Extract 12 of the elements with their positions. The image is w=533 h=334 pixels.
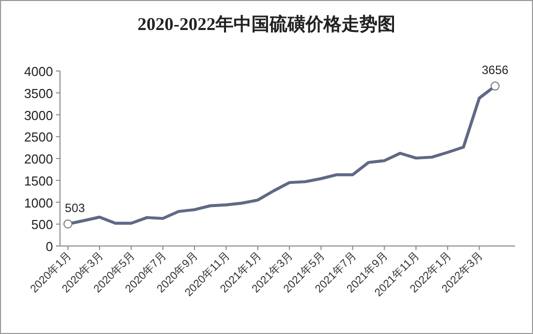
y-tick-label: 3500 <box>24 86 53 101</box>
y-tick-label: 500 <box>31 217 53 232</box>
y-tick-label: 4000 <box>24 64 53 79</box>
data-label: 3656 <box>482 63 509 78</box>
data-label: 503 <box>64 200 86 215</box>
y-tick-label: 3000 <box>24 108 53 123</box>
y-tick-label: 0 <box>46 239 53 254</box>
y-tick-label: 1500 <box>24 173 53 188</box>
y-tick-label: 2500 <box>24 130 53 145</box>
chart-title: 2020-2022年中国硫磺价格走势图 <box>138 14 396 34</box>
y-tick-label: 2000 <box>24 152 53 166</box>
y-tick-label: 1000 <box>24 195 53 210</box>
